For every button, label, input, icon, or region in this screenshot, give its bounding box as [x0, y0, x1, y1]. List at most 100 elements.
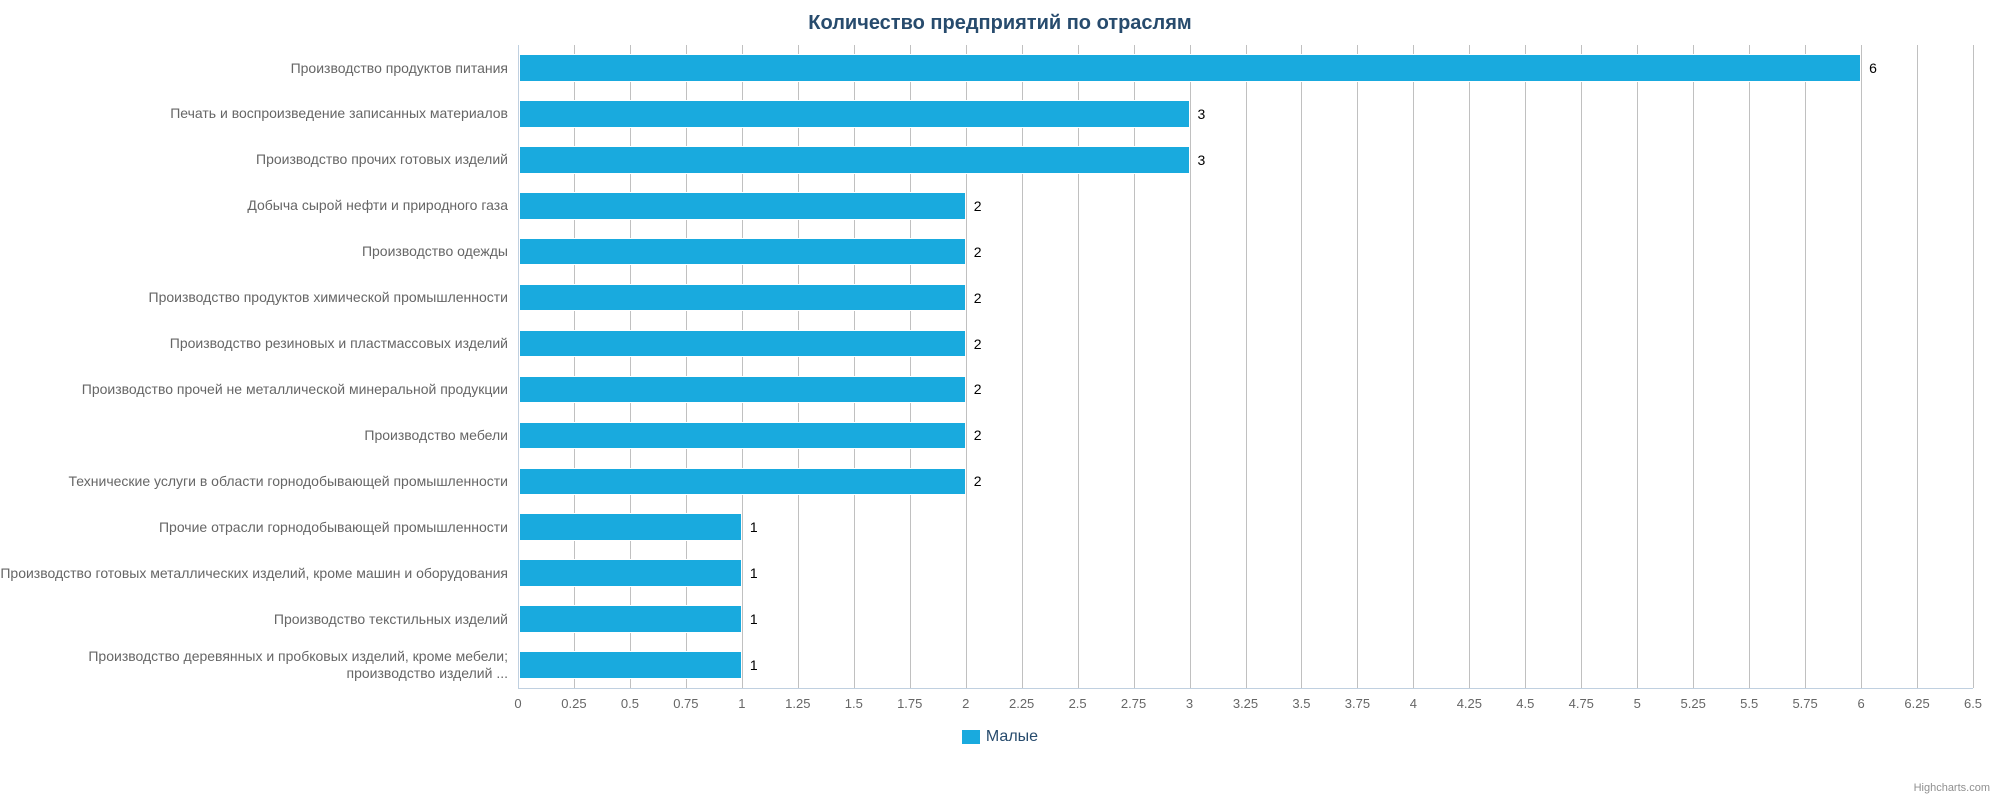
- bar-value-label: 2: [974, 244, 982, 260]
- gridline: [910, 45, 911, 688]
- bar[interactable]: [519, 284, 966, 312]
- bar[interactable]: [519, 422, 966, 450]
- gridline: [1973, 45, 1974, 688]
- bar-chart-horizontal: Количество предприятий по отраслям 0 0.25…: [0, 0, 2000, 800]
- gridline: [1749, 45, 1750, 688]
- bar[interactable]: [519, 559, 742, 587]
- category-label: Технические услуги в области горнодобыва…: [0, 458, 508, 504]
- category-label: Добыча сырой нефти и природного газа: [0, 183, 508, 229]
- bar-value-label: 2: [974, 198, 982, 214]
- bar-value-label: 2: [974, 381, 982, 397]
- x-tick-label: 0: [514, 696, 521, 711]
- legend-swatch: [962, 730, 980, 744]
- gridline: [686, 45, 687, 688]
- gridline: [1134, 45, 1135, 688]
- x-tick-label: 4.5: [1516, 696, 1534, 711]
- legend-item[interactable]: Малые: [962, 728, 1038, 746]
- gridline: [854, 45, 855, 688]
- gridline: [1693, 45, 1694, 688]
- category-label: Производство продуктов питания: [0, 45, 508, 91]
- gridline: [1022, 45, 1023, 688]
- bar[interactable]: [519, 54, 1862, 82]
- x-axis-line: [518, 688, 1973, 689]
- x-tick-label: 6.5: [1964, 696, 1982, 711]
- gridline: [1078, 45, 1079, 688]
- x-tick-label: 5: [1634, 696, 1641, 711]
- bar[interactable]: [519, 651, 742, 679]
- category-label: Производство прочих готовых изделий: [0, 137, 508, 183]
- bar[interactable]: [519, 192, 966, 220]
- category-label: Производство текстильных изделий: [0, 596, 508, 642]
- y-axis-line: [518, 45, 519, 688]
- bar[interactable]: [519, 146, 1190, 174]
- gridline: [1246, 45, 1247, 688]
- bar-value-label: 2: [974, 336, 982, 352]
- gridline: [1805, 45, 1806, 688]
- bar-value-label: 2: [974, 427, 982, 443]
- x-tick-label: 3.25: [1233, 696, 1258, 711]
- gridline: [1301, 45, 1302, 688]
- x-tick-label: 3.5: [1292, 696, 1310, 711]
- gridline: [1525, 45, 1526, 688]
- category-label: Производство готовых металлических издел…: [0, 550, 508, 596]
- bar-value-label: 1: [750, 519, 758, 535]
- x-tick-label: 1.25: [785, 696, 810, 711]
- x-tick-label: 5.75: [1792, 696, 1817, 711]
- category-label: Производство одежды: [0, 229, 508, 275]
- category-label: Производство деревянных и пробковых изде…: [0, 642, 508, 688]
- bar[interactable]: [519, 468, 966, 496]
- x-tick-label: 1: [738, 696, 745, 711]
- bar[interactable]: [519, 100, 1190, 128]
- x-tick-label: 1.5: [845, 696, 863, 711]
- bar-value-label: 2: [974, 290, 982, 306]
- x-tick-label: 3: [1186, 696, 1193, 711]
- gridline: [1469, 45, 1470, 688]
- bar-value-label: 6: [1869, 60, 1877, 76]
- bar-value-label: 1: [750, 657, 758, 673]
- x-tick-label: 5.5: [1740, 696, 1758, 711]
- gridline: [574, 45, 575, 688]
- x-tick-label: 0.75: [673, 696, 698, 711]
- legend-label: Малые: [986, 728, 1038, 746]
- gridline: [1190, 45, 1191, 688]
- category-label: Производство продуктов химической промыш…: [0, 275, 508, 321]
- gridline: [798, 45, 799, 688]
- x-tick-label: 0.25: [561, 696, 586, 711]
- gridline: [966, 45, 967, 688]
- category-label: Прочие отрасли горнодобывающей промышлен…: [0, 504, 508, 550]
- bar[interactable]: [519, 513, 742, 541]
- x-tick-label: 4.75: [1569, 696, 1594, 711]
- bar-value-label: 2: [974, 473, 982, 489]
- gridline: [1861, 45, 1862, 688]
- x-tick-label: 2.25: [1009, 696, 1034, 711]
- gridline: [742, 45, 743, 688]
- x-tick-label: 5.25: [1681, 696, 1706, 711]
- x-tick-label: 2.75: [1121, 696, 1146, 711]
- bar-value-label: 1: [750, 611, 758, 627]
- category-label: Печать и воспроизведение записанных мате…: [0, 91, 508, 137]
- bar-value-label: 3: [1198, 106, 1206, 122]
- plot-area: 00.250.50.7511.251.51.7522.252.52.7533.2…: [518, 45, 1973, 688]
- bar[interactable]: [519, 238, 966, 266]
- x-tick-label: 6.25: [1904, 696, 1929, 711]
- bar[interactable]: [519, 376, 966, 404]
- x-tick-label: 6: [1857, 696, 1864, 711]
- credits-link[interactable]: Highcharts.com: [1914, 782, 1990, 794]
- gridline: [630, 45, 631, 688]
- category-label: Производство резиновых и пластмассовых и…: [0, 321, 508, 367]
- bar[interactable]: [519, 605, 742, 633]
- chart-title: Количество предприятий по отраслям: [0, 12, 2000, 35]
- bar[interactable]: [519, 330, 966, 358]
- x-tick-label: 1.75: [897, 696, 922, 711]
- x-tick-label: 3.75: [1345, 696, 1370, 711]
- bar-value-label: 3: [1198, 152, 1206, 168]
- gridline: [1413, 45, 1414, 688]
- x-tick-label: 4: [1410, 696, 1417, 711]
- bar-value-label: 1: [750, 565, 758, 581]
- category-label: Производство мебели: [0, 412, 508, 458]
- x-tick-label: 2: [962, 696, 969, 711]
- gridline: [1357, 45, 1358, 688]
- gridline: [1637, 45, 1638, 688]
- x-tick-label: 2.5: [1069, 696, 1087, 711]
- gridline: [1581, 45, 1582, 688]
